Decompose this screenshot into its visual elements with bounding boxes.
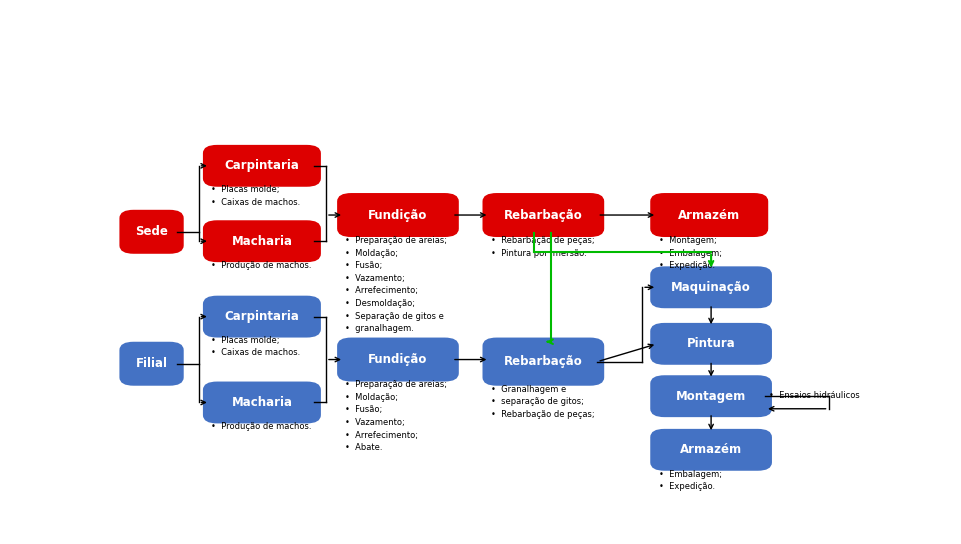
Text: Armazém: Armazém — [678, 208, 740, 221]
Text: Macharia: Macharia — [232, 234, 292, 248]
Text: Fundição: Fundição — [368, 208, 428, 221]
Text: •  separação de gitos;: • separação de gitos; — [490, 398, 583, 406]
FancyBboxPatch shape — [204, 382, 320, 423]
Text: •  Granalhagem e: • Granalhagem e — [490, 385, 565, 394]
Text: •  Preparação de areias;: • Preparação de areias; — [345, 380, 447, 390]
Text: •  Abate.: • Abate. — [345, 443, 382, 452]
Text: •  Produção de machos.: • Produção de machos. — [211, 422, 311, 431]
FancyBboxPatch shape — [337, 194, 457, 236]
Text: Armazém: Armazém — [679, 443, 741, 456]
Text: •  Desmoldação;: • Desmoldação; — [345, 299, 415, 308]
Text: •  Placas molde;: • Placas molde; — [211, 185, 280, 194]
Text: •  Rebarbação de peças;: • Rebarbação de peças; — [490, 236, 594, 245]
FancyBboxPatch shape — [337, 338, 457, 381]
Text: Montagem: Montagem — [676, 390, 746, 403]
FancyBboxPatch shape — [120, 211, 183, 253]
Text: •  Rebarbação de peças;: • Rebarbação de peças; — [490, 410, 594, 419]
FancyBboxPatch shape — [482, 194, 603, 236]
Text: Filial: Filial — [136, 357, 167, 370]
FancyBboxPatch shape — [651, 194, 767, 236]
Text: •  Produção de machos.: • Produção de machos. — [211, 261, 311, 270]
Text: •  Fusão;: • Fusão; — [345, 405, 382, 415]
Text: •  Arrefecimento;: • Arrefecimento; — [345, 430, 418, 440]
Text: •  Expedição.: • Expedição. — [658, 261, 714, 270]
Text: •  Embalagem;: • Embalagem; — [658, 470, 721, 479]
FancyBboxPatch shape — [204, 146, 320, 186]
Text: •  Caixas de machos.: • Caixas de machos. — [211, 197, 300, 207]
Text: •  Preparação de areias;: • Preparação de areias; — [345, 236, 447, 245]
Text: Carpintaria: Carpintaria — [224, 159, 299, 172]
FancyBboxPatch shape — [651, 324, 771, 364]
Text: Maquinação: Maquinação — [671, 281, 751, 294]
Text: •  Caixas de machos.: • Caixas de machos. — [211, 349, 300, 357]
Text: •  Moldação;: • Moldação; — [345, 393, 398, 402]
Text: Sede: Sede — [135, 225, 168, 238]
FancyBboxPatch shape — [120, 343, 183, 385]
FancyBboxPatch shape — [482, 338, 603, 385]
FancyBboxPatch shape — [651, 430, 771, 470]
Text: •  Moldação;: • Moldação; — [345, 249, 398, 258]
Text: Rebarbação: Rebarbação — [504, 208, 582, 221]
FancyBboxPatch shape — [651, 376, 771, 416]
Text: •  Ensaios hidráulicos: • Ensaios hidráulicos — [768, 391, 859, 400]
FancyBboxPatch shape — [204, 296, 320, 337]
Text: •  Vazamento;: • Vazamento; — [345, 274, 405, 283]
Text: •  granalhagem.: • granalhagem. — [345, 324, 414, 333]
Text: •  Separação de gitos e: • Separação de gitos e — [345, 312, 444, 320]
Text: •  Fusão;: • Fusão; — [345, 261, 382, 270]
Text: Macharia: Macharia — [232, 396, 292, 409]
FancyBboxPatch shape — [651, 267, 771, 307]
Text: •  Arrefecimento;: • Arrefecimento; — [345, 287, 418, 295]
Text: •  Montagem;: • Montagem; — [658, 236, 716, 245]
Text: •  Vazamento;: • Vazamento; — [345, 418, 405, 427]
Text: Pintura: Pintura — [686, 337, 735, 350]
Text: •  Placas molde;: • Placas molde; — [211, 336, 280, 345]
Text: Carpintaria: Carpintaria — [224, 310, 299, 323]
Text: •  Expedição.: • Expedição. — [658, 483, 714, 491]
Text: Fundição: Fundição — [368, 353, 428, 366]
FancyBboxPatch shape — [204, 221, 320, 261]
Text: Rebarbação: Rebarbação — [504, 355, 582, 368]
Text: •  Pintura por imersão.: • Pintura por imersão. — [490, 249, 586, 258]
Text: •  Embalagem;: • Embalagem; — [658, 249, 721, 258]
